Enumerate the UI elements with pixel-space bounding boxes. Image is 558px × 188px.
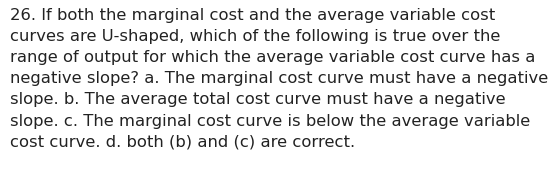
Text: 26. If both the marginal cost and the average variable cost
curves are U-shaped,: 26. If both the marginal cost and the av…	[10, 8, 549, 150]
